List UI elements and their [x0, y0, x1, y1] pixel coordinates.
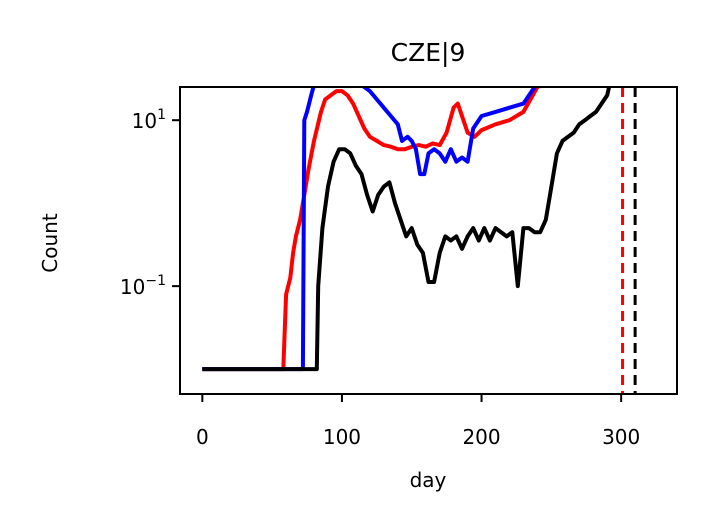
- series-line-2: [202, 87, 538, 372]
- series-line-1: [202, 87, 540, 372]
- x-tick-label: 0: [196, 425, 209, 449]
- y-tick-label: 101: [132, 107, 166, 133]
- x-axis-title: day: [410, 468, 447, 492]
- y-axis: 10−1101103: [120, 107, 180, 299]
- series-line-3: [202, 87, 612, 372]
- x-tick-label: 300: [602, 425, 640, 449]
- y-axis-title: Count: [38, 213, 62, 273]
- plot-frame: [179, 86, 678, 395]
- x-tick-label: 100: [323, 425, 361, 449]
- chart-title: CZE|9: [391, 38, 466, 67]
- y-tick-label: 10−1: [120, 273, 166, 299]
- plot-area: [202, 87, 637, 394]
- x-axis: 0 100 200 300: [196, 394, 640, 449]
- x-tick-label: 200: [462, 425, 500, 449]
